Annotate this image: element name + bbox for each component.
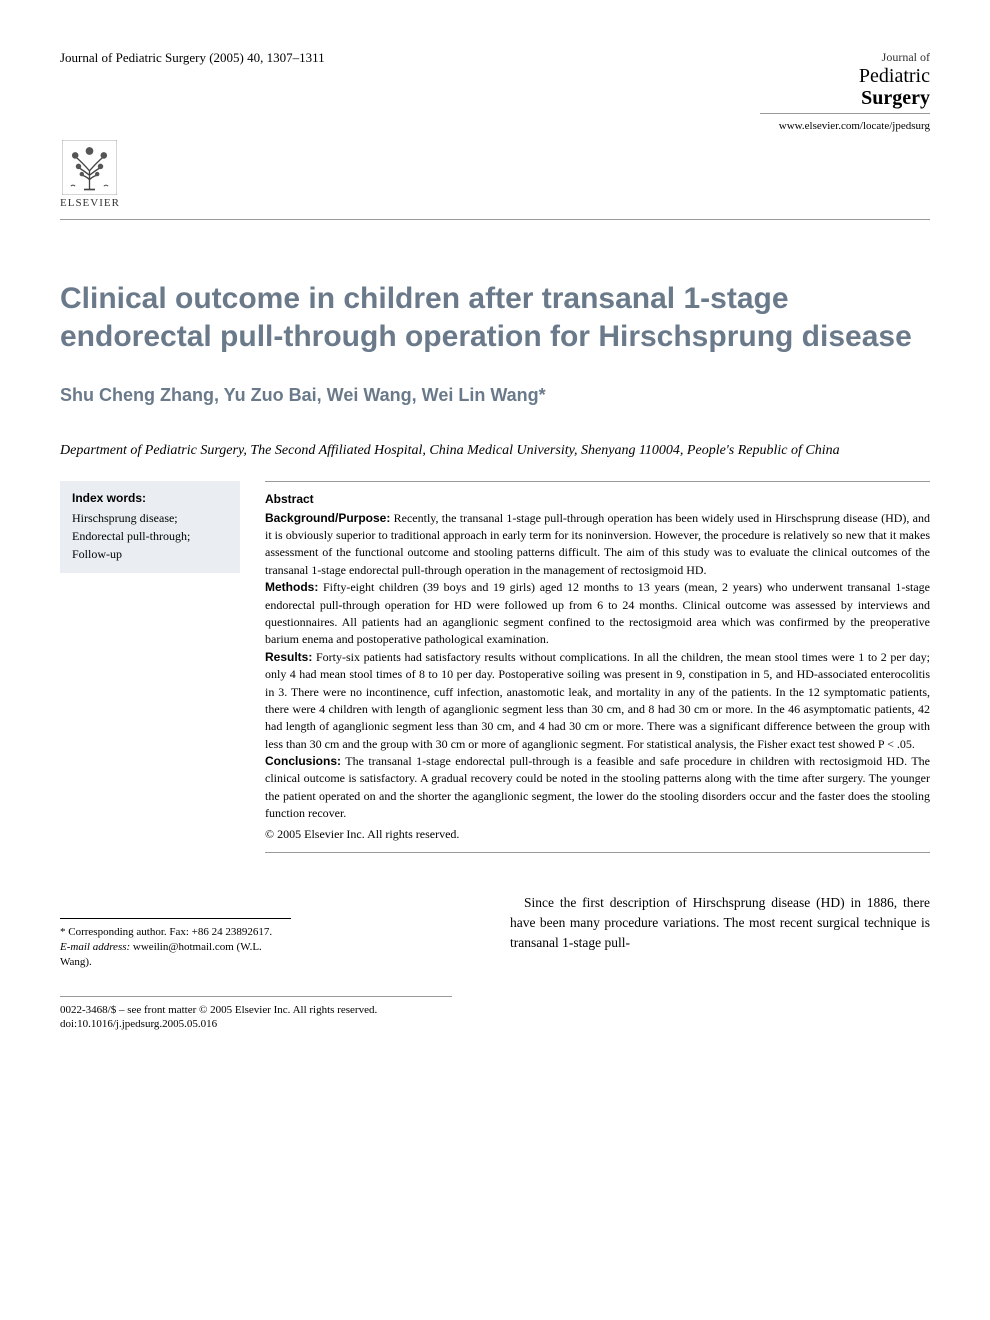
email-label: E-mail address: — [60, 941, 130, 953]
article-title: Clinical outcome in children after trans… — [60, 280, 930, 355]
journal-name-line2: Surgery — [760, 87, 930, 109]
keywords-list: Hirschsprung disease; Endorectal pull-th… — [72, 509, 228, 563]
elsevier-tree-icon — [62, 140, 117, 195]
logo-row: ELSEVIER — [60, 140, 930, 209]
author-list: Shu Cheng Zhang, Yu Zuo Bai, Wei Wang, W… — [60, 385, 930, 406]
conclusions-text: The transanal 1-stage endorectal pull-th… — [265, 754, 930, 820]
affiliation: Department of Pediatric Surgery, The Sec… — [60, 441, 930, 461]
left-column: * Corresponding author. Fax: +86 24 2389… — [60, 893, 480, 971]
background-label: Background/Purpose: — [265, 511, 390, 525]
journal-of-label: Journal of — [760, 50, 930, 65]
journal-url: www.elsevier.com/locate/jpedsurg — [760, 120, 930, 132]
right-column: Since the first description of Hirschspr… — [510, 893, 930, 971]
journal-title-box: Journal of Pediatric Surgery www.elsevie… — [760, 50, 930, 132]
abstract-row: Index words: Hirschsprung disease; Endor… — [60, 481, 930, 853]
abstract-results: Results: Forty-six patients had satisfac… — [265, 649, 930, 753]
corresponding-fax: * Corresponding author. Fax: +86 24 2389… — [60, 925, 291, 940]
corresponding-author-block: * Corresponding author. Fax: +86 24 2389… — [60, 918, 291, 971]
header-divider — [60, 219, 930, 220]
conclusions-label: Conclusions: — [265, 754, 341, 768]
results-text: Forty-six patients had satisfactory resu… — [265, 650, 930, 751]
abstract-copyright: © 2005 Elsevier Inc. All rights reserved… — [265, 827, 930, 842]
footer-copyright: 0022-3468/$ – see front matter © 2005 El… — [60, 1003, 930, 1017]
results-label: Results: — [265, 650, 312, 664]
abstract-methods: Methods: Fifty-eight children (39 boys a… — [265, 579, 930, 649]
elsevier-label: ELSEVIER — [60, 197, 120, 209]
abstract-background: Background/Purpose: Recently, the transa… — [265, 510, 930, 580]
footer-divider — [60, 996, 452, 997]
corresponding-email: E-mail address: wweilin@hotmail.com (W.L… — [60, 940, 291, 971]
intro-paragraph: Since the first description of Hirschspr… — [510, 893, 930, 954]
journal-divider — [760, 113, 930, 114]
abstract-conclusions: Conclusions: The transanal 1-stage endor… — [265, 753, 930, 823]
abstract-heading: Abstract — [265, 492, 930, 506]
header-row: Journal of Pediatric Surgery (2005) 40, … — [60, 50, 930, 132]
body-columns: * Corresponding author. Fax: +86 24 2389… — [60, 893, 930, 971]
citation-text: Journal of Pediatric Surgery (2005) 40, … — [60, 50, 325, 66]
keywords-box: Index words: Hirschsprung disease; Endor… — [60, 481, 240, 573]
journal-name-line1: Pediatric — [760, 65, 930, 87]
elsevier-logo: ELSEVIER — [60, 140, 120, 209]
methods-label: Methods: — [265, 580, 318, 594]
methods-text: Fifty-eight children (39 boys and 19 gir… — [265, 580, 930, 646]
abstract-column: Abstract Background/Purpose: Recently, t… — [265, 481, 930, 853]
footer-doi: doi:10.1016/j.jpedsurg.2005.05.016 — [60, 1017, 930, 1031]
keywords-heading: Index words: — [72, 491, 228, 505]
